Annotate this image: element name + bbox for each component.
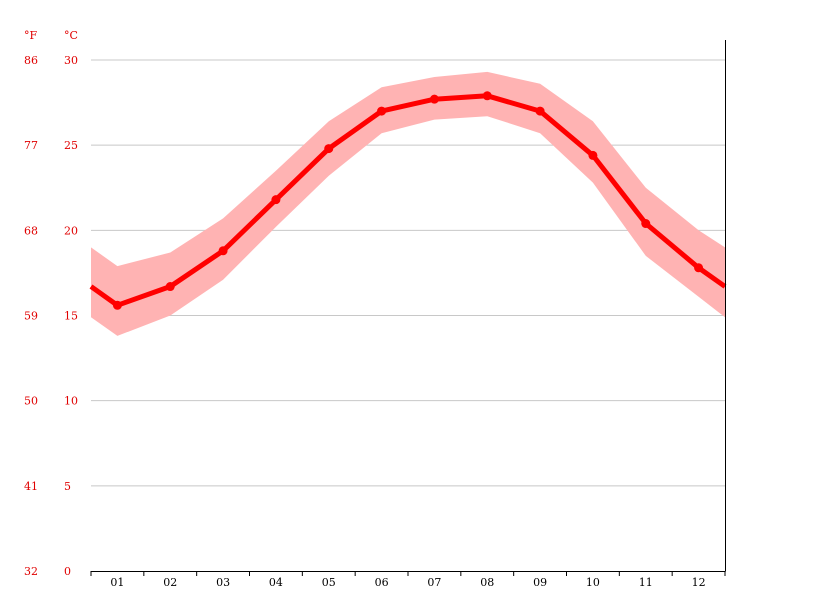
x-tick-label: 07 <box>427 576 441 589</box>
data-point <box>165 282 175 292</box>
axis-labels: °F °C 0 32 5 41 10 50 15 59 20 68 25 77 30 86 01 02 03 04… <box>24 29 706 589</box>
x-tick-label: 01 <box>110 576 124 589</box>
data-points <box>112 91 704 310</box>
y-tick-label-c: 15 <box>64 310 78 323</box>
x-tick-label: 09 <box>533 576 547 589</box>
unit-label-f: °F <box>24 29 38 42</box>
y-tick-label-f: 59 <box>24 310 38 323</box>
temperature-line <box>89 93 727 308</box>
y-tick-label-f: 32 <box>24 565 38 578</box>
y-tick-label-c: 20 <box>64 224 78 237</box>
series-line <box>89 93 727 308</box>
data-point <box>535 106 545 116</box>
data-point <box>482 91 492 101</box>
y-tick-label-f: 77 <box>24 139 38 152</box>
data-point <box>641 219 651 229</box>
y-tick-label-f: 68 <box>24 224 38 237</box>
grid-lines <box>91 59 725 487</box>
x-tick-label: 10 <box>586 576 600 589</box>
data-point <box>429 94 439 104</box>
data-point <box>694 263 704 273</box>
y-tick-label-c: 10 <box>64 395 78 408</box>
range-band <box>91 71 725 336</box>
y-tick-label-f: 86 <box>24 54 38 67</box>
y-tick-label-c: 25 <box>64 139 78 152</box>
temperature-range-band <box>91 71 725 336</box>
y-tick-label-f: 41 <box>24 480 38 493</box>
x-tick-label: 05 <box>322 576 336 589</box>
x-tick-label: 11 <box>639 576 653 589</box>
data-point <box>271 195 281 205</box>
y-tick-label-c: 5 <box>64 480 71 493</box>
x-tick-label: 02 <box>163 576 177 589</box>
data-point <box>377 106 387 116</box>
x-tick-label: 06 <box>375 576 389 589</box>
unit-label-c: °C <box>64 29 78 42</box>
data-point <box>218 246 228 256</box>
x-tick-label: 03 <box>216 576 230 589</box>
axes <box>90 40 726 576</box>
x-tick-label: 12 <box>692 576 706 589</box>
x-tick-label: 08 <box>480 576 494 589</box>
y-tick-label-c: 0 <box>64 565 71 578</box>
x-tick-label: 04 <box>269 576 283 589</box>
data-point <box>588 150 598 160</box>
y-tick-label-f: 50 <box>24 395 38 408</box>
data-point <box>324 144 334 154</box>
y-tick-label-c: 30 <box>64 54 78 67</box>
data-point <box>112 300 122 310</box>
